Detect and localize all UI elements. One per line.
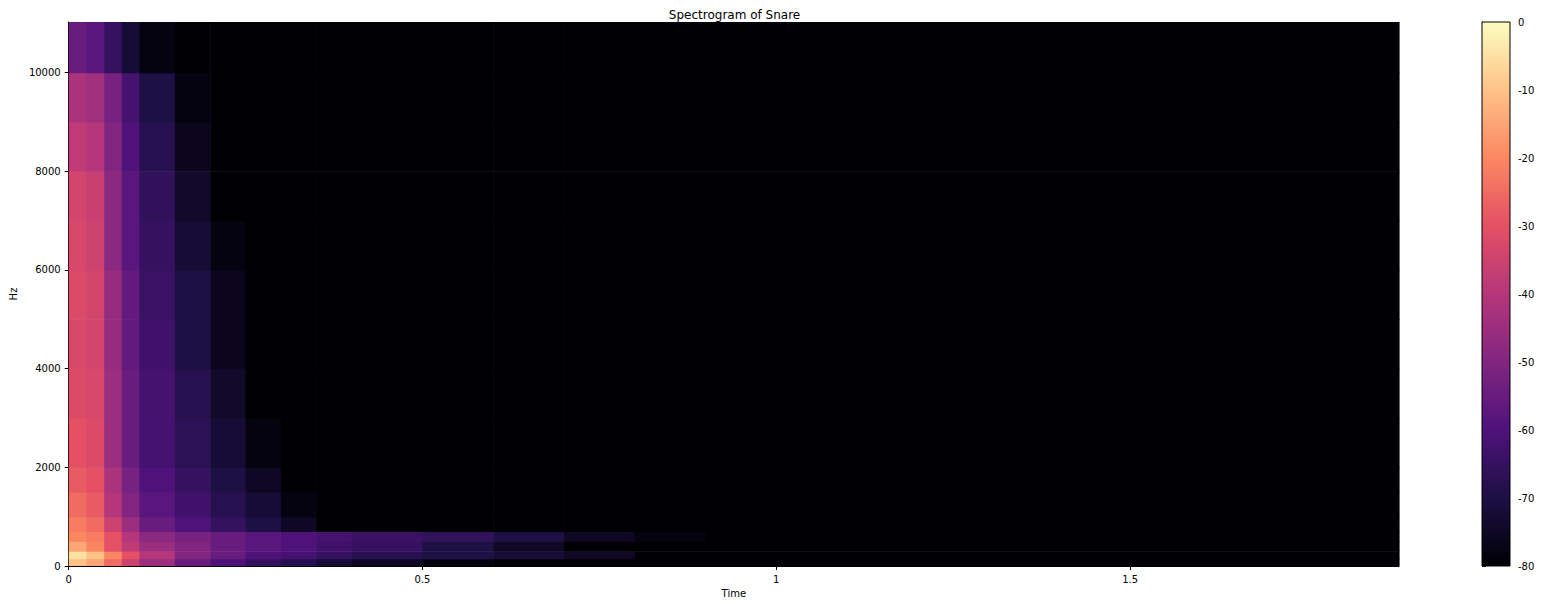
svg-text:1.5: 1.5 — [1122, 574, 1138, 585]
svg-text:-30: -30 — [1518, 221, 1534, 232]
svg-text:-40: -40 — [1518, 289, 1534, 300]
svg-text:-10: -10 — [1518, 85, 1534, 96]
svg-text:-60: -60 — [1518, 425, 1534, 436]
svg-text:Hz: Hz — [8, 288, 19, 301]
svg-text:0: 0 — [1518, 17, 1524, 28]
svg-text:-20: -20 — [1518, 153, 1534, 164]
svg-text:Spectrogram of Snare: Spectrogram of Snare — [669, 8, 800, 22]
svg-text:-50: -50 — [1518, 357, 1534, 368]
svg-text:4000: 4000 — [35, 363, 60, 374]
svg-text:Time: Time — [721, 588, 746, 599]
svg-text:-80: -80 — [1518, 561, 1534, 572]
svg-text:0: 0 — [66, 574, 72, 585]
svg-text:0.5: 0.5 — [415, 574, 431, 585]
svg-text:2000: 2000 — [35, 462, 60, 473]
svg-text:-70: -70 — [1518, 493, 1534, 504]
svg-text:8000: 8000 — [35, 166, 60, 177]
svg-text:1: 1 — [773, 574, 779, 585]
svg-text:10000: 10000 — [29, 67, 61, 78]
svg-text:6000: 6000 — [35, 264, 60, 275]
svg-text:0: 0 — [54, 561, 60, 572]
